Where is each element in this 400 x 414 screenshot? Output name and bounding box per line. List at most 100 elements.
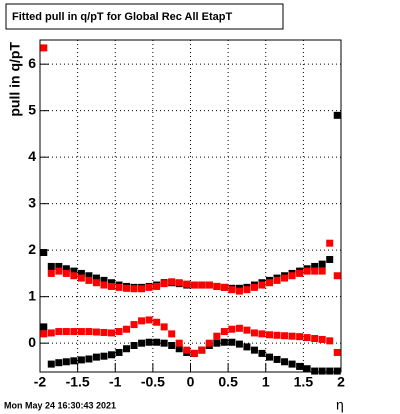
- data-point: [311, 367, 319, 375]
- data-point: [92, 353, 100, 361]
- data-point: [115, 328, 123, 336]
- data-point: [318, 367, 326, 375]
- data-point: [168, 278, 176, 286]
- data-point: [311, 267, 319, 275]
- data-point: [55, 262, 63, 270]
- data-point: [138, 339, 146, 347]
- data-point: [183, 280, 191, 288]
- data-point: [273, 355, 281, 363]
- data-point: [70, 328, 78, 336]
- data-point: [85, 276, 93, 284]
- x-tick-label: 0: [187, 374, 195, 390]
- data-point: [62, 269, 70, 277]
- chart-title: Fitted pull in q/pT for Global Rec All E…: [12, 11, 232, 23]
- y-tick-label: 1: [28, 287, 36, 303]
- data-point: [55, 328, 63, 336]
- data-point: [70, 272, 78, 280]
- data-point: [205, 339, 213, 347]
- data-point: [281, 274, 289, 282]
- data-point: [213, 339, 221, 347]
- data-point: [145, 316, 153, 324]
- data-point: [168, 341, 176, 349]
- data-point: [55, 267, 63, 275]
- data-point: [40, 323, 48, 331]
- x-tick-label: -0.5: [141, 374, 165, 390]
- data-point: [70, 357, 78, 365]
- data-point: [303, 334, 311, 342]
- data-point: [130, 321, 138, 329]
- data-point: [311, 335, 319, 343]
- data-point: [115, 348, 123, 356]
- data-point: [220, 338, 228, 346]
- data-point: [92, 279, 100, 287]
- data-point: [70, 267, 78, 275]
- data-point: [333, 111, 341, 119]
- data-point: [40, 248, 48, 256]
- data-point: [130, 285, 138, 293]
- data-point: [326, 367, 334, 375]
- data-point: [100, 276, 108, 284]
- data-point: [40, 44, 48, 52]
- data-point: [85, 355, 93, 363]
- data-point: [311, 262, 319, 270]
- data-point: [62, 358, 70, 366]
- data-point: [266, 331, 274, 339]
- data-point: [160, 323, 168, 331]
- data-point: [326, 337, 334, 345]
- data-point: [258, 330, 266, 338]
- y-tick-label: 4: [28, 148, 36, 164]
- data-point: [243, 286, 251, 294]
- data-point: [220, 328, 228, 336]
- data-point: [243, 343, 251, 351]
- data-point: [92, 274, 100, 282]
- y-tick-label: 3: [28, 194, 36, 210]
- data-point: [296, 269, 304, 277]
- data-point: [281, 332, 289, 340]
- data-point: [273, 276, 281, 284]
- data-point: [258, 281, 266, 289]
- data-point: [107, 329, 115, 337]
- x-axis-label: η: [336, 397, 344, 413]
- data-point: [333, 272, 341, 280]
- data-point: [266, 279, 274, 287]
- data-point: [198, 281, 206, 289]
- data-point: [77, 269, 85, 277]
- timestamp: Mon May 24 16:30:43 2021: [4, 400, 116, 410]
- data-point: [123, 325, 131, 333]
- data-point: [160, 339, 168, 347]
- data-point: [220, 283, 228, 291]
- y-axis-label: pull in q/pT: [7, 42, 23, 117]
- data-point: [326, 255, 334, 263]
- data-point: [77, 274, 85, 282]
- data-point: [47, 262, 55, 270]
- data-point: [288, 332, 296, 340]
- data-point: [175, 345, 183, 353]
- data-point: [318, 260, 326, 268]
- data-point: [55, 359, 63, 367]
- data-point: [47, 269, 55, 277]
- x-tick-label: -1.5: [66, 374, 90, 390]
- data-point: [77, 328, 85, 336]
- data-point: [318, 267, 326, 275]
- data-point: [235, 324, 243, 332]
- data-point: [175, 279, 183, 287]
- data-point: [243, 326, 251, 334]
- data-point: [296, 362, 304, 370]
- data-point: [92, 328, 100, 336]
- data-point: [318, 335, 326, 343]
- data-point: [235, 340, 243, 348]
- data-point: [153, 282, 161, 290]
- x-tick-label: 1: [262, 374, 270, 390]
- data-point: [107, 351, 115, 359]
- data-point: [190, 349, 198, 357]
- data-point: [183, 346, 191, 354]
- data-point: [235, 287, 243, 295]
- data-point: [326, 239, 334, 247]
- data-point: [288, 360, 296, 368]
- data-point: [273, 331, 281, 339]
- y-tick-label: 0: [28, 334, 36, 350]
- data-point: [250, 346, 258, 354]
- data-point: [100, 352, 108, 360]
- data-point: [228, 338, 236, 346]
- data-point: [228, 286, 236, 294]
